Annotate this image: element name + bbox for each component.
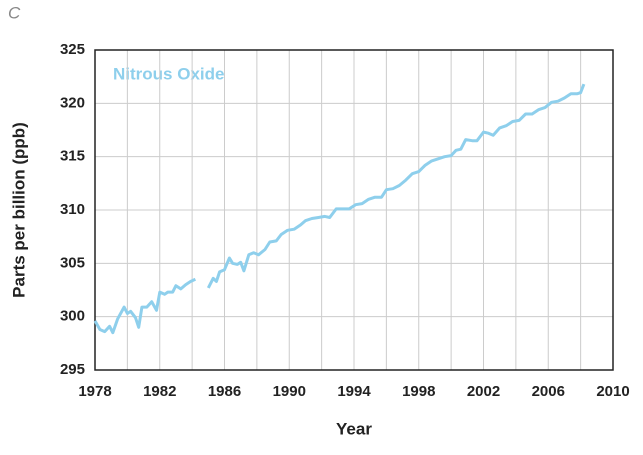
y-tick-label: 325 [60,41,85,58]
y-tick-label: 315 [60,148,85,165]
x-tick-label: 2010 [596,383,629,400]
data-line [93,83,586,335]
y-tick-label: 300 [60,308,85,325]
x-tick-label: 1990 [273,383,306,400]
panel-label: C [8,3,21,22]
y-tick-label: 320 [60,94,85,111]
x-tick-label: 1998 [402,383,435,400]
x-tick-label: 1978 [78,383,111,400]
y-tick-label: 295 [60,361,85,378]
y-tick-label: 310 [60,201,85,218]
x-tick-label: 1982 [143,383,176,400]
x-axis-label: Year [336,419,372,438]
chart-title: Nitrous Oxide [113,64,224,83]
x-tick-label: 1986 [208,383,241,400]
x-tick-label: 2006 [532,383,565,400]
x-tick-label: 1994 [337,383,371,400]
y-tick-label: 305 [60,254,85,271]
plot-frame [94,49,614,371]
x-tick-label: 2002 [467,383,500,400]
y-axis-label: Parts per billion (ppb) [9,122,28,298]
